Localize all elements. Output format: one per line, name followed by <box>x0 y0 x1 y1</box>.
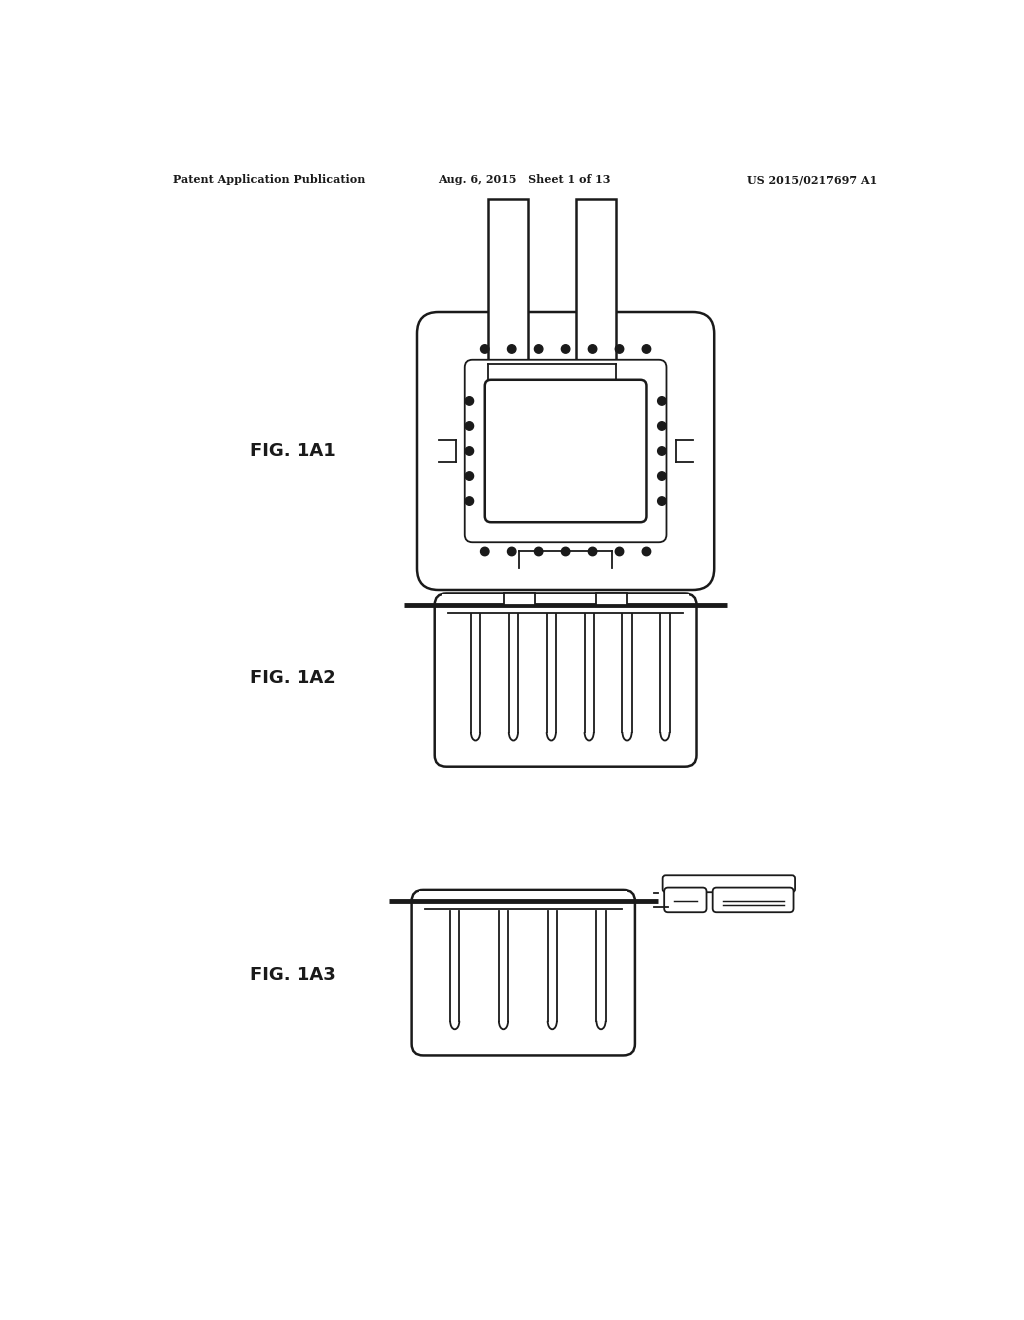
Bar <box>442 594 689 618</box>
Text: Patent Application Publication: Patent Application Publication <box>173 174 366 186</box>
Text: FIG. 1A1: FIG. 1A1 <box>250 442 336 459</box>
Bar <box>596 593 628 605</box>
Circle shape <box>657 397 666 405</box>
Circle shape <box>508 548 516 556</box>
Bar <box>487 199 528 364</box>
FancyBboxPatch shape <box>435 594 696 767</box>
Circle shape <box>657 496 666 506</box>
Circle shape <box>642 345 650 354</box>
FancyBboxPatch shape <box>484 380 646 523</box>
Circle shape <box>465 471 473 480</box>
Circle shape <box>615 548 624 556</box>
FancyBboxPatch shape <box>417 312 714 590</box>
Bar <box>504 593 535 605</box>
FancyBboxPatch shape <box>412 890 635 1056</box>
Bar <box>435 441 456 462</box>
Bar <box>419 891 628 913</box>
Circle shape <box>465 496 473 506</box>
Text: US 2015/0217697 A1: US 2015/0217697 A1 <box>748 174 878 186</box>
Circle shape <box>561 548 569 556</box>
Bar <box>676 441 696 462</box>
Circle shape <box>480 548 489 556</box>
Bar <box>577 199 616 364</box>
Circle shape <box>615 345 624 354</box>
Circle shape <box>657 446 666 455</box>
Circle shape <box>465 422 473 430</box>
Circle shape <box>535 548 543 556</box>
FancyBboxPatch shape <box>713 887 794 912</box>
FancyBboxPatch shape <box>665 887 707 912</box>
FancyBboxPatch shape <box>663 875 795 892</box>
Text: FIG. 1A2: FIG. 1A2 <box>250 669 336 688</box>
Circle shape <box>642 548 650 556</box>
Bar <box>519 552 611 573</box>
Bar <box>487 364 616 404</box>
Text: Aug. 6, 2015   Sheet 1 of 13: Aug. 6, 2015 Sheet 1 of 13 <box>438 174 611 186</box>
Circle shape <box>465 397 473 405</box>
Circle shape <box>508 345 516 354</box>
Circle shape <box>561 345 569 354</box>
Circle shape <box>480 345 489 354</box>
Circle shape <box>535 345 543 354</box>
Circle shape <box>657 422 666 430</box>
Circle shape <box>589 345 597 354</box>
Circle shape <box>589 548 597 556</box>
FancyBboxPatch shape <box>465 360 667 543</box>
Circle shape <box>657 471 666 480</box>
Text: FIG. 1A3: FIG. 1A3 <box>250 966 336 983</box>
Circle shape <box>465 446 473 455</box>
